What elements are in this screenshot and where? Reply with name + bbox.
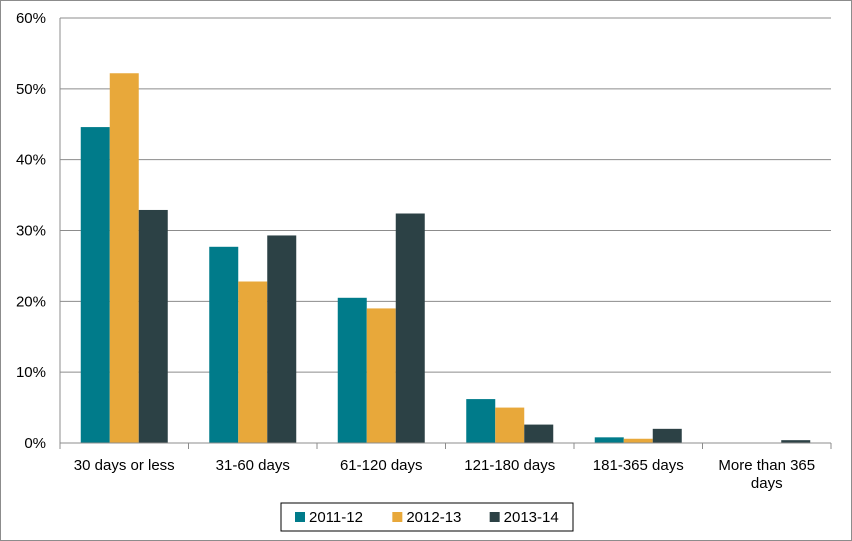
legend-box: [280, 502, 574, 532]
bars: [80, 73, 811, 443]
bar-2011-12-2: [337, 297, 367, 443]
y-tick-label: 50%: [16, 81, 46, 98]
gridlines: [60, 17, 831, 373]
bar-2011-12-1: [209, 246, 239, 443]
x-category-label: 181-365 days: [593, 457, 684, 474]
x-category-label: 31-60 days: [216, 457, 290, 474]
y-tick-label: 0%: [24, 435, 46, 452]
x-category-label: More than 365 days: [718, 457, 815, 492]
legend-swatch: [392, 512, 403, 522]
axes: [59, 18, 832, 449]
bar-2012-13-2: [366, 308, 396, 443]
legend-label: 2012-13: [406, 509, 461, 526]
y-tick-label: 10%: [16, 364, 46, 381]
x-category-label: 121-180 days: [464, 457, 555, 474]
y-tick-label: 60%: [16, 10, 46, 27]
legend-swatch: [295, 512, 305, 522]
y-tick-labels: 0% 10% 20% 30% 40% 50% 60%: [16, 10, 46, 452]
bar-2013-14-3: [524, 424, 554, 443]
x-category-label: 61-120 days: [340, 457, 423, 474]
x-category-label: 30 days or less: [74, 457, 175, 474]
bar-2012-13-0: [109, 73, 139, 443]
bar-2013-14-4: [652, 428, 682, 443]
legend-label: 2011-12: [309, 509, 363, 526]
bar-2013-14-5: [781, 440, 811, 443]
legend: 2011-12 2012-13 2013-14: [280, 502, 574, 532]
x-category-labels: 30 days or less 31-60 days 61-120 days 121-…: [74, 457, 815, 492]
bar-2013-14-0: [138, 209, 168, 443]
bar-2013-14-2: [395, 213, 425, 443]
legend-swatch: [489, 512, 500, 522]
bar-2012-13-4: [623, 438, 653, 443]
legend-label: 2013-14: [504, 509, 559, 526]
bar-2013-14-1: [267, 235, 297, 443]
y-tick-label: 30%: [16, 223, 46, 240]
bar-2012-13-1: [238, 281, 268, 443]
y-tick-label: 20%: [16, 293, 46, 310]
bar-2011-12-4: [594, 437, 624, 443]
bar-2012-13-3: [495, 407, 525, 443]
y-tick-label: 40%: [16, 152, 46, 169]
bar-2011-12-0: [80, 127, 110, 443]
bar-2011-12-3: [466, 399, 496, 443]
